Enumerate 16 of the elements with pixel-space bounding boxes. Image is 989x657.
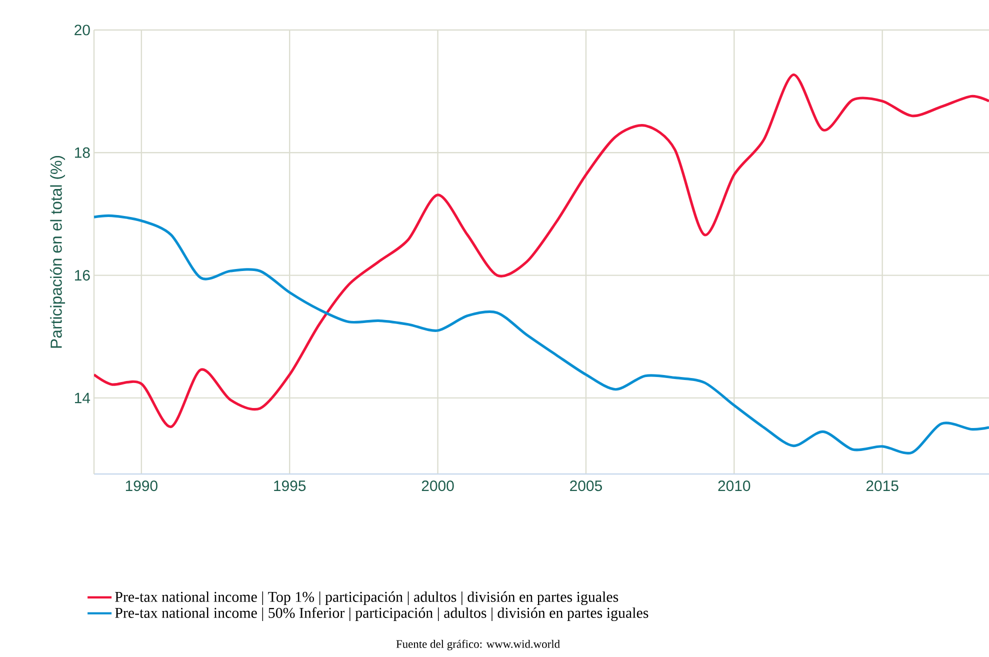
line-series bbox=[94, 73, 989, 428]
x-tick-label: 2000 bbox=[422, 480, 454, 492]
x-tick-label: 2005 bbox=[570, 480, 602, 492]
y-tick-label: 14 bbox=[75, 392, 90, 404]
y-tick-label: 16 bbox=[75, 270, 90, 281]
x-tick-label: 1995 bbox=[274, 480, 306, 492]
legend-label: Pre-tax national income | Top 1% | participación | adultos | división en partes iguales bbox=[115, 591, 618, 606]
y-tick-label: 20 bbox=[74, 24, 90, 36]
source-note: Fuente del gráfico: www.wid.world bbox=[396, 640, 560, 650]
y-axis-title: Participación en el total (%) bbox=[50, 156, 66, 348]
line-series bbox=[94, 214, 989, 454]
y-tick-label: 18 bbox=[75, 147, 90, 158]
legend-label: Pre-tax national income | 50% Inferior | participación | adultos | división en partes iguales bbox=[115, 607, 648, 622]
x-tick-label: 1990 bbox=[126, 480, 158, 492]
x-tick-label: 2010 bbox=[718, 480, 750, 492]
x-tick-label: 2015 bbox=[866, 480, 898, 492]
